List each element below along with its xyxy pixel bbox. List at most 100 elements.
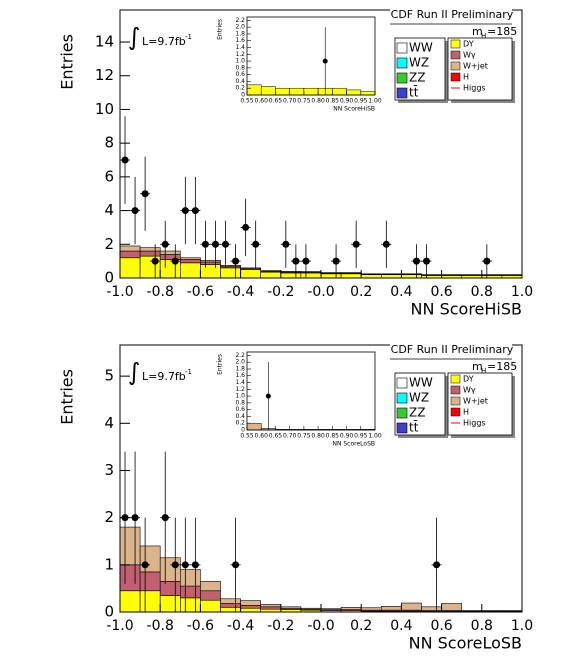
lumi-text: L=9.7fb (142, 370, 186, 383)
data-point (211, 240, 219, 248)
stack-bin (220, 598, 241, 604)
lumi-text: L=9.7fb (142, 35, 186, 48)
stack-bin (260, 606, 282, 610)
inset-y-tick-label: 1.2 (235, 51, 245, 58)
mass-value: =185 (487, 360, 517, 373)
inset-x-tick-label: 0.80 (311, 433, 325, 440)
inset-y-tick-label: 0 (241, 92, 245, 99)
inset-x-tick-label: 0.60 (255, 98, 269, 105)
data-point (222, 240, 230, 248)
mass-symbol: m (472, 25, 483, 38)
legend-label: H (463, 73, 469, 82)
stack-bin (159, 557, 181, 582)
inset-frame (246, 351, 376, 431)
data-point (302, 257, 310, 265)
legend-swatch (450, 72, 461, 82)
inset-x-tick-label: 1.00 (368, 98, 382, 105)
inset-bin (332, 87, 347, 96)
inset-y-tick-label: 0.6 (235, 71, 245, 78)
x-axis-label: NN ScoreHiSB (411, 300, 522, 319)
stack-bin (200, 581, 221, 592)
stack-bin (119, 257, 141, 279)
inset-x-tick-label: 0.75 (297, 433, 311, 440)
data-point (161, 240, 169, 248)
data-point (171, 561, 179, 569)
stack-bin (260, 271, 282, 279)
legend-label: W+jet (463, 397, 488, 406)
stack-bin (220, 267, 241, 279)
inset-x-tick-label: 0.60 (255, 433, 269, 440)
stack-bin (180, 569, 201, 587)
stack-bin (220, 603, 241, 608)
stack-bin (360, 607, 382, 611)
inset-y-tick-label: 2.2 (235, 352, 245, 359)
legend-swatch (450, 396, 461, 406)
y-tick-label: 0 (104, 269, 114, 287)
data-point (433, 561, 441, 569)
data-point (282, 240, 290, 248)
y-tick-label: 14 (95, 33, 114, 51)
inset-bg (209, 13, 383, 119)
data-point (181, 207, 189, 215)
inset-bin (246, 422, 262, 431)
inset-y-tick-label: 0.8 (235, 399, 245, 406)
stack-bin (300, 271, 322, 273)
stack-bin (320, 273, 342, 279)
stack-bin (220, 606, 241, 613)
inset-bin (289, 87, 305, 96)
data-point (141, 561, 149, 569)
legend-swatch (396, 42, 408, 54)
y-tick-label: 8 (104, 134, 114, 152)
legend-swatch (396, 407, 408, 419)
data-point (121, 156, 129, 164)
x-tick-label: 1.0 (511, 284, 533, 300)
inset-x-tick-label: 0.90 (340, 98, 354, 105)
mass-symbol: m (472, 360, 483, 373)
legend-label: Wγ (463, 51, 476, 60)
data-point (171, 257, 179, 265)
inset-x-tick-label: 0.75 (297, 98, 311, 105)
inset-bin (260, 86, 276, 96)
x-tick-label: -0.8 (147, 284, 174, 300)
inset-y-tick-label: 1.0 (235, 58, 245, 65)
legend-swatch (396, 392, 408, 404)
stack-bin (421, 606, 442, 611)
stack-bin (360, 274, 382, 279)
data-point (191, 207, 199, 215)
mass-value: =185 (487, 25, 517, 38)
data-point (191, 561, 199, 569)
stack-bin (220, 265, 241, 267)
stack-bin (180, 259, 201, 264)
x-tick-label: -0.4 (227, 284, 254, 300)
x-tick-label: -1.0 (106, 618, 133, 634)
legend-label: DY (463, 40, 474, 49)
data-point (161, 514, 169, 522)
y-tick-label: 2 (104, 508, 114, 526)
legend-swatch (396, 377, 408, 389)
inset-y-tick-label: 0.2 (235, 85, 245, 92)
stack-bin (320, 608, 342, 610)
inset-y-tick-label: 0 (241, 427, 245, 434)
data-point (242, 223, 250, 231)
x-tick-label: 0.6 (430, 284, 452, 300)
stack-bin (180, 257, 201, 260)
legend-label: Higgs (463, 84, 486, 93)
inset-data-point (265, 393, 271, 399)
stack-bin (159, 595, 181, 613)
chart-title: CDF Run II Preliminary (391, 8, 514, 21)
y-tick-label: 12 (95, 66, 114, 84)
x-tick-label: -0.0 (307, 618, 334, 634)
inset-frame (246, 16, 376, 96)
data-point (151, 257, 159, 265)
legend-swatch (450, 385, 461, 395)
stack-bin (240, 267, 262, 270)
inset-y-tick-label: 0.8 (235, 64, 245, 71)
legend-label: WZ (409, 56, 429, 70)
inset-y-tick-label: 1.4 (235, 379, 245, 386)
x-tick-label: -0.4 (227, 618, 254, 634)
x-tick-label: 0.4 (390, 284, 412, 300)
inset-data-point (322, 58, 328, 64)
legend-label: DY (463, 375, 474, 384)
